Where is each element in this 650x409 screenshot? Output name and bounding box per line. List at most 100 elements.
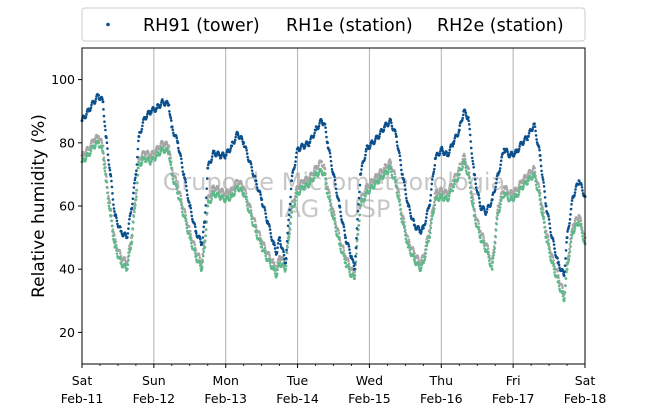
series-1-sample <box>288 228 292 231</box>
series-0-sample <box>133 178 137 182</box>
series-1-sample <box>482 241 486 245</box>
series-2-sample <box>316 166 320 170</box>
series-2-sample <box>333 213 336 216</box>
series-2-sample <box>183 210 187 214</box>
series-2-sample <box>124 259 127 262</box>
series-2-sample <box>402 217 406 221</box>
series-1-sample <box>477 231 481 234</box>
series-2-sample <box>118 249 122 253</box>
series-0-sample <box>127 222 131 225</box>
series-0-sample <box>209 160 213 163</box>
series-0-sample <box>110 185 114 189</box>
series-1-sample <box>141 159 144 162</box>
series-2-sample <box>123 257 127 260</box>
series-1-sample <box>531 176 534 180</box>
series-1-point-5 <box>104 179 108 183</box>
series-0-sample <box>569 207 573 211</box>
series-0-sample <box>299 146 302 150</box>
series-1-sample <box>491 260 494 264</box>
series-1-sample <box>330 211 333 215</box>
series-1-sample <box>100 146 104 150</box>
series-1-sample <box>404 233 407 237</box>
series-1-sample <box>452 182 456 186</box>
series-0-point-16 <box>161 100 165 104</box>
series-1-sample <box>461 165 465 168</box>
series-0-sample <box>289 195 292 199</box>
series-1-point-18 <box>170 172 174 176</box>
series-2-sample <box>263 243 266 247</box>
series-1-sample <box>329 207 333 211</box>
series-2-sample <box>541 208 545 211</box>
series-layer <box>80 92 587 303</box>
series-0-sample <box>405 196 408 200</box>
series-1-sample <box>185 226 189 230</box>
series-0-sample <box>417 226 421 229</box>
series-0-point-39 <box>284 261 288 265</box>
series-0-sample <box>269 232 272 235</box>
series-1-sample <box>404 237 408 241</box>
x-tick-label-date-6: Feb-17 <box>492 391 535 406</box>
series-1-sample <box>113 241 116 245</box>
series-0-sample <box>184 184 188 188</box>
series-2-sample <box>444 189 448 193</box>
series-2-sample <box>322 163 326 167</box>
series-1-sample <box>288 232 291 236</box>
series-0-sample <box>394 130 397 133</box>
series-1-sample <box>124 264 127 268</box>
series-0-sample <box>324 126 327 129</box>
series-0-point-12 <box>137 134 141 138</box>
series-1-sample <box>317 173 320 176</box>
series-0-sample <box>255 182 258 186</box>
series-0-point-78 <box>502 147 506 151</box>
series-2-sample <box>171 169 174 172</box>
series-2-sample <box>337 231 341 235</box>
series-1-sample <box>427 239 431 243</box>
series-1-sample <box>181 210 184 214</box>
series-1-point-24 <box>203 245 207 249</box>
series-2-sample <box>169 153 172 157</box>
y-axis: 20 40 60 80 100 <box>51 72 82 340</box>
series-1-sample <box>364 194 367 198</box>
series-0-sample <box>132 186 136 189</box>
series-1-sample <box>169 163 173 166</box>
series-1-sample <box>473 218 477 222</box>
legend-label-rh2e: RH2e (station) <box>437 16 564 36</box>
series-0-sample <box>106 153 110 156</box>
series-1-sample <box>486 252 490 256</box>
plot-area: Grupo de Micrometeorologia IAG - USP <box>80 47 587 365</box>
series-1-sample <box>282 263 285 267</box>
series-0-sample <box>354 246 358 250</box>
series-1-sample <box>108 207 111 210</box>
series-0-sample <box>470 156 474 160</box>
series-0-sample <box>89 106 93 109</box>
series-0-sample <box>473 178 477 181</box>
series-0-sample <box>412 219 416 222</box>
series-1-point-71 <box>462 160 466 164</box>
series-1-point-67 <box>439 195 443 199</box>
series-0-sample <box>424 219 428 223</box>
series-1-sample <box>210 194 214 197</box>
series-0-point-14 <box>149 109 153 113</box>
series-2-sample <box>393 170 396 173</box>
series-1-sample <box>180 203 183 206</box>
series-0-sample <box>263 208 267 212</box>
series-1-sample <box>233 190 237 193</box>
series-0-sample <box>538 148 541 152</box>
series-0-point-52 <box>352 267 356 271</box>
series-1-sample <box>425 248 428 251</box>
series-0-sample <box>567 224 571 228</box>
series-2-sample <box>240 182 243 186</box>
series-0-sample <box>181 170 185 173</box>
series-2-sample <box>140 154 144 157</box>
series-0-sample <box>285 239 289 243</box>
series-0-sample <box>438 152 442 155</box>
series-1-point-85 <box>544 236 548 240</box>
series-1-sample <box>183 216 187 220</box>
series-0-sample <box>544 202 547 205</box>
series-1-sample <box>356 232 360 236</box>
series-1-sample <box>403 229 407 233</box>
series-1-sample <box>103 169 107 173</box>
series-1-sample <box>203 239 207 243</box>
series-0-sample <box>334 187 338 191</box>
series-2-point-72 <box>466 166 470 170</box>
